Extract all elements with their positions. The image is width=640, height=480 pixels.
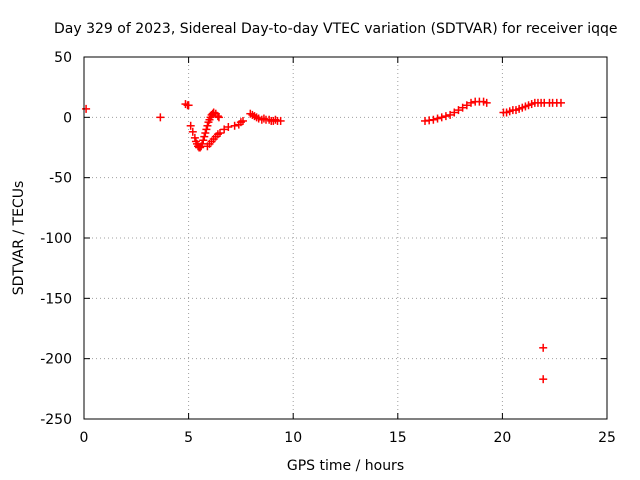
data-point	[539, 343, 548, 352]
y-tick-label: -250	[40, 412, 72, 428]
x-tick-label: 15	[389, 430, 407, 446]
y-tick-label: -100	[40, 231, 72, 247]
data-point	[437, 113, 446, 122]
y-axis-label: SDTVAR / TECUs	[11, 181, 27, 296]
y-tick-label: -150	[40, 291, 72, 307]
grid-lines	[84, 57, 607, 419]
data-point	[201, 129, 210, 138]
data-point	[230, 121, 239, 130]
data-point	[276, 116, 285, 125]
x-tick-label: 10	[284, 430, 302, 446]
data-point	[238, 116, 247, 125]
data-point	[213, 112, 222, 121]
data-point	[198, 139, 207, 148]
data-point	[556, 98, 565, 107]
axis-ticks: 0 5 10 15 20 25 -250 -200 -150 -100 -50 0 50	[40, 50, 616, 446]
data-point	[467, 98, 476, 107]
data-point	[190, 133, 199, 142]
data-point	[482, 98, 491, 107]
data-point	[215, 129, 224, 138]
data-point	[429, 115, 438, 124]
x-tick-label: 5	[184, 430, 193, 446]
data-point	[200, 132, 209, 141]
x-axis-label: GPS time / hours	[287, 458, 404, 474]
data-point	[539, 375, 548, 384]
x-tick-label: 25	[598, 430, 616, 446]
x-tick-label: 0	[80, 430, 89, 446]
data-point	[446, 110, 455, 119]
y-tick-label: -200	[40, 352, 72, 368]
x-tick-label: 20	[493, 430, 511, 446]
data-point	[462, 101, 471, 110]
data-point	[184, 101, 193, 110]
data-point	[188, 127, 197, 136]
data-point	[220, 125, 229, 134]
data-point	[214, 113, 223, 122]
data-point	[203, 121, 212, 130]
data-point	[156, 113, 165, 122]
data-point	[202, 125, 211, 134]
data-point	[433, 114, 442, 123]
data-point	[199, 136, 208, 145]
chart-title: Day 329 of 2023, Sidereal Day-to-day VTE…	[54, 21, 618, 37]
data-point	[224, 122, 233, 131]
data-point	[458, 103, 467, 112]
data-points	[82, 97, 565, 384]
y-tick-label: 0	[63, 110, 72, 126]
data-point	[186, 121, 195, 130]
data-point	[82, 104, 91, 113]
y-tick-label: 50	[54, 50, 72, 66]
data-point	[450, 108, 459, 117]
data-point	[441, 112, 450, 121]
y-tick-label: -50	[49, 171, 72, 187]
data-point	[454, 106, 463, 115]
